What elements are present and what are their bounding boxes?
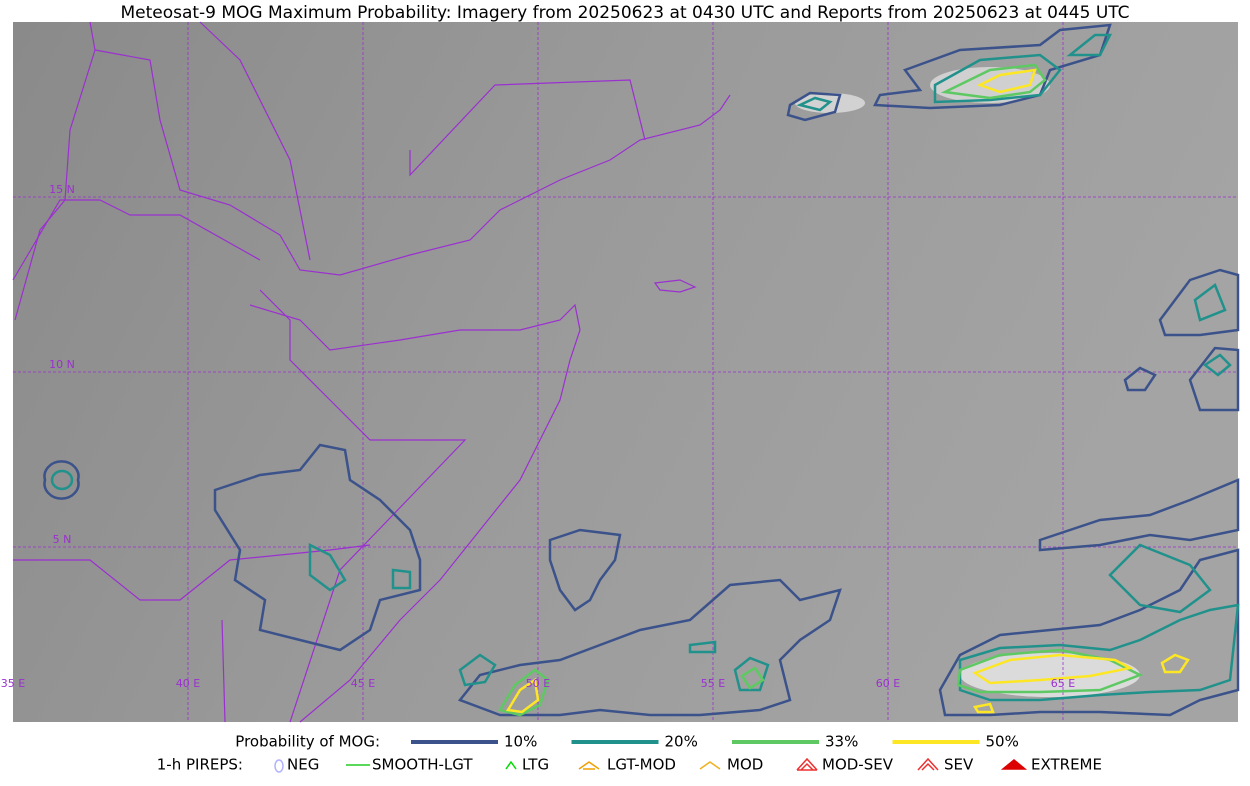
legend-label: SEV [944,756,974,774]
legend-label: MOD-SEV [822,756,894,774]
legend-label: 33% [825,733,858,751]
pirep-symbol [505,760,517,770]
pirep-symbol [699,761,721,770]
graticule [13,22,1238,722]
title: Meteosat-9 MOG Maximum Probability: Imag… [120,3,1129,23]
legend-label: EXTREME [1031,756,1102,774]
legend: Probability of MOG: 10% 20% 33% 50% 1-h PIREP… [157,733,1102,774]
lon-label: 40 E [176,677,200,690]
lon-label: 35 E [1,677,25,690]
legend-label: 20% [665,733,698,751]
map-labels: 35 E 40 E 45 E 50 E 55 E 60 E 65 E 15 N 10 N 5 N [1,183,1075,690]
legend-label: LGT-MOD [607,756,676,774]
legend-label: 10% [504,733,537,751]
legend-title: Probability of MOG: [235,733,380,751]
cloud [960,653,1140,697]
pirep-symbol [578,761,600,770]
lon-label: 55 E [701,677,725,690]
lon-label: 60 E [876,677,900,690]
pirep-symbol [1000,759,1028,770]
coastlines [12,21,731,723]
lon-label: 50 E [526,677,550,690]
probability-contours [43,23,1240,717]
pirep-symbol [917,757,939,771]
legend-title: 1-h PIREPS: [157,756,243,774]
lat-label: 5 N [53,533,72,546]
legend-label: 50% [986,733,1019,751]
legend-label: NEG [287,756,319,774]
lon-label: 65 E [1051,677,1075,690]
map: 35 E 40 E 45 E 50 E 55 E 60 E 65 E 15 N 10 N 5 N [1,21,1240,723]
legend-label: MOD [727,756,763,774]
pirep-symbol [274,759,284,773]
lat-label: 15 N [49,183,75,196]
lat-label: 10 N [49,358,75,371]
legend-label: SMOOTH-LGT [372,756,473,774]
legend-label: LTG [522,756,549,774]
pirep-symbol [796,757,818,771]
lon-label: 45 E [351,677,375,690]
